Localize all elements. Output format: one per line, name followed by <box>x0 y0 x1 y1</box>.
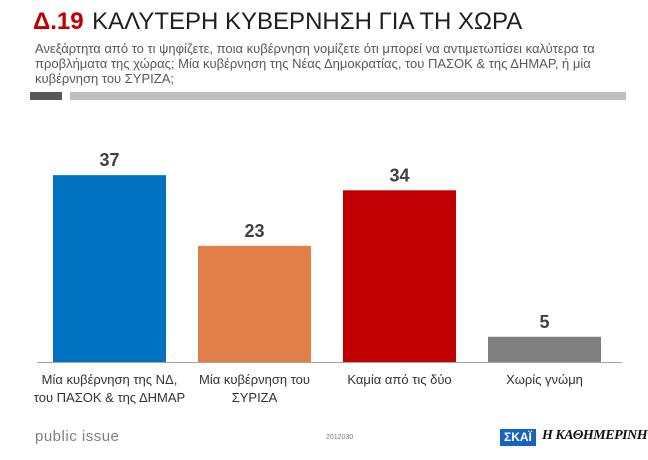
value-label-1: 37 <box>99 150 119 170</box>
category-label-2-line-1: Μία κυβέρνηση του <box>199 372 310 387</box>
category-label-1-line-1: Μία κυβέρνηση της ΝΔ, <box>42 372 178 387</box>
title-text: ΚΑΛΥΤΕΡΗ ΚΥΒΕΡΝΗΣΗ ΓΙΑ ΤΗ ΧΩΡΑ <box>92 8 523 35</box>
bar-1 <box>53 175 166 362</box>
title-rule-accent <box>30 92 62 100</box>
value-label-3: 34 <box>389 165 409 185</box>
chart-title: Δ.19 ΚΑΛΥΤΕΡΗ ΚΥΒΕΡΝΗΣΗ ΓΙΑ ΤΗ ΧΩΡΑ <box>33 8 522 36</box>
question-code: Δ.19 <box>33 8 84 35</box>
kathimerini-logo: Η ΚΑΘΗΜΕΡΙΝΗ <box>542 428 648 443</box>
category-label-4: Χωρίς γνώμη <box>506 372 583 387</box>
title-rule <box>70 92 626 100</box>
brand-label: public issue <box>35 428 120 445</box>
value-label-2: 23 <box>244 221 264 241</box>
value-label-4: 5 <box>539 312 549 332</box>
question-text: Ανεξάρτητα από το τι ψηφίζετε, ποια κυβέ… <box>35 41 595 86</box>
bar-4 <box>488 336 601 362</box>
category-label-2-line-2: ΣΥΡΙΖΑ <box>232 390 278 405</box>
category-label-1-line-2: του ΠΑΣΟΚ & της ΔΗΜΑΡ <box>34 390 185 405</box>
skai-logo: ΣΚΑΪ <box>500 429 536 446</box>
category-label-3: Καμία από τις δύο <box>347 372 451 387</box>
bar-3 <box>343 190 456 362</box>
bar-2 <box>198 245 311 362</box>
survey-code: 2012030 <box>326 434 354 441</box>
